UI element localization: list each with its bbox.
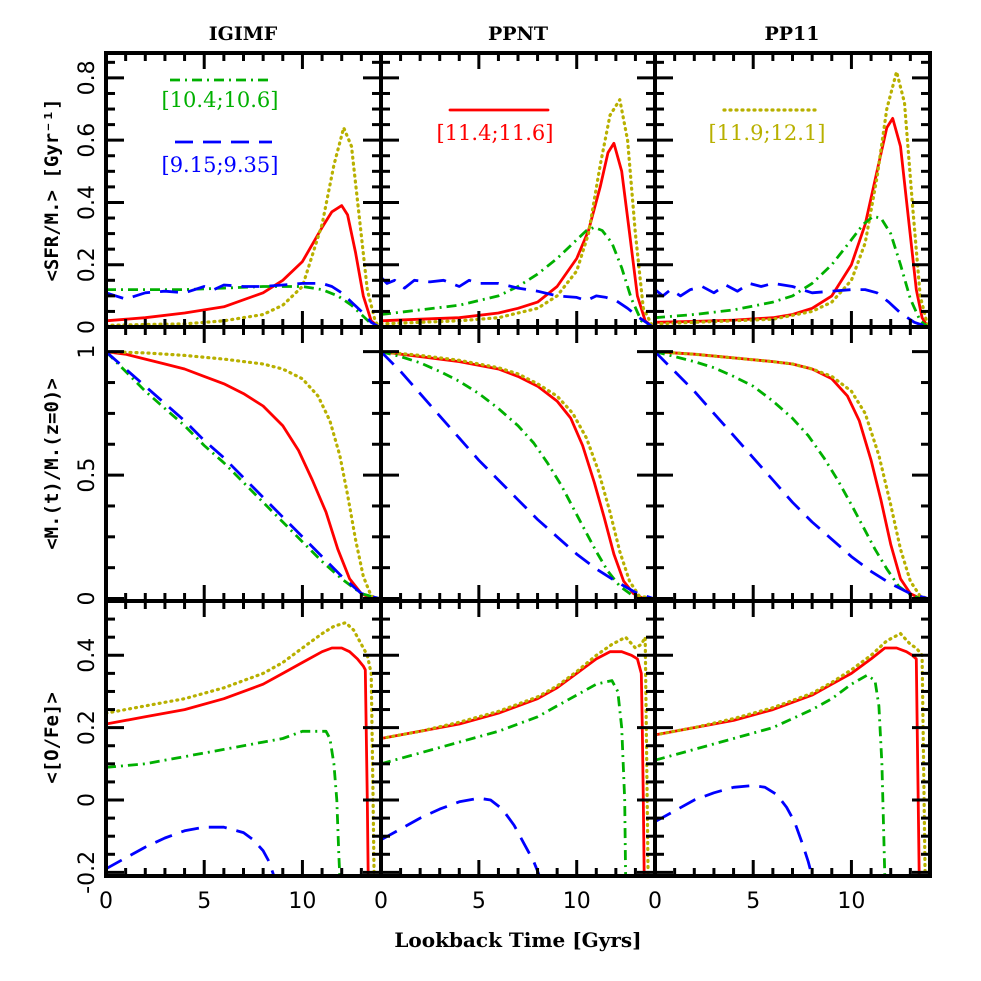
y-tick-label: 0.6 — [75, 123, 100, 158]
line-green-dashdot — [381, 350, 653, 600]
line-blue-dashed — [381, 276, 654, 327]
panel-frame — [379, 325, 657, 603]
line-green-dashdot — [655, 673, 887, 876]
y-tick-label: 0 — [75, 592, 100, 606]
series-group — [655, 70, 930, 327]
panel-frame — [653, 325, 932, 603]
x-tick-label: 5 — [746, 889, 760, 914]
y-tick-label: 0.4 — [75, 185, 100, 220]
line-green-dashdot — [106, 729, 342, 876]
x-tick-label: 5 — [197, 889, 211, 914]
line-yellow-dotted — [655, 350, 930, 601]
y-tick-label: 0.2 — [75, 247, 100, 282]
line-yellow-dotted — [381, 635, 650, 876]
line-blue-dashed — [106, 350, 380, 600]
panel-frame — [653, 599, 932, 878]
panel-frame — [379, 599, 657, 878]
line-green-dashdot — [381, 679, 627, 876]
series-group — [381, 350, 655, 601]
panel-sfr-pp11 — [653, 51, 932, 329]
y-axis-labels: <SFR/M.> [Gyr⁻¹] <M.(t)/M.(z=0)> <[O/Fe]… — [41, 98, 63, 783]
legend-entry-green: [10.4;10.6] — [162, 78, 279, 112]
panels — [104, 51, 932, 878]
y-tick-label: 0 — [75, 320, 100, 334]
ylabel-mass-fraction: <M.(t)/M.(z=0)> — [41, 378, 63, 550]
line-red-solid — [381, 141, 655, 327]
line-yellow-dotted — [655, 631, 927, 876]
series-group — [106, 350, 381, 601]
series-group — [106, 621, 376, 876]
y-tick-label: 0.4 — [75, 638, 100, 673]
x-tick-label: 10 — [288, 889, 316, 914]
y-tick-label: 0 — [75, 793, 100, 807]
line-blue-dashed — [381, 796, 541, 876]
panel-ofe-igimf — [104, 599, 383, 878]
ylabel-ofe: <[O/Fe]> — [41, 692, 63, 784]
series-group — [381, 98, 655, 327]
legend-entry-yellow: [11.9;12.1] — [709, 108, 826, 145]
panel-mass-fraction-pp11 — [653, 325, 932, 603]
legend-entry-blue: [9.15;9.35] — [162, 140, 279, 177]
series-group — [655, 631, 927, 876]
line-green-dashdot — [381, 225, 654, 327]
legend-label: [11.4;11.6] — [437, 121, 554, 145]
tick-labels: 00.20.40.60.800.51-0.200.20.40 5 10 0 5 10 0 5 1… — [75, 60, 865, 914]
line-yellow-dotted — [655, 70, 930, 327]
legends: [10.4;10.6] [9.15;9.35] [11.4;11.6] [11.9;1… — [162, 78, 826, 177]
line-blue-dashed — [106, 825, 276, 876]
line-red-solid — [655, 350, 930, 600]
column-title-pp11: PP11 — [764, 23, 819, 45]
legend-label: [11.9;12.1] — [709, 121, 826, 145]
panel-mass-fraction-ppnt — [379, 325, 657, 603]
y-tick-label: 1 — [75, 345, 100, 359]
legend-label: [9.15;9.35] — [162, 153, 279, 177]
column-titles: IGIMF PPNT PP11 — [209, 23, 820, 45]
x-tick-label: 0 — [99, 889, 113, 914]
line-red-solid — [381, 350, 655, 600]
y-tick-label: 0.5 — [75, 458, 100, 493]
panel-sfr-ppnt — [379, 51, 657, 329]
x-tick-label: 5 — [472, 889, 486, 914]
y-tick-label: 0.2 — [75, 710, 100, 745]
column-title-igimf: IGIMF — [209, 23, 278, 45]
panel-ofe-ppnt — [379, 599, 657, 878]
panel-frame — [104, 599, 383, 878]
line-yellow-dotted — [106, 350, 381, 601]
line-red-solid — [106, 350, 381, 600]
panel-ofe-pp11 — [653, 599, 932, 878]
line-blue-dashed — [655, 350, 929, 600]
line-yellow-dotted — [381, 98, 655, 327]
y-tick-label: -0.2 — [75, 851, 100, 894]
legend-label: [10.4;10.6] — [162, 88, 279, 112]
x-tick-label: 10 — [837, 889, 865, 914]
line-blue-dashed — [381, 350, 654, 600]
line-red-solid — [655, 646, 921, 876]
x-tick-label: 10 — [563, 889, 591, 914]
x-tick-label: 0 — [648, 889, 662, 914]
panel-frame — [104, 325, 383, 603]
line-green-dashdot — [655, 215, 929, 327]
y-tick-label: 0.8 — [75, 60, 100, 95]
line-yellow-dotted — [106, 621, 376, 876]
x-tick-label: 0 — [374, 889, 388, 914]
line-blue-dashed — [106, 281, 380, 327]
xlabel-lookback-time: Lookback Time [Gyrs] — [394, 928, 641, 952]
ylabel-sfr: <SFR/M.> [Gyr⁻¹] — [41, 98, 63, 281]
column-title-ppnt: PPNT — [488, 23, 548, 45]
series-group — [381, 635, 650, 876]
line-blue-dashed — [655, 784, 814, 876]
line-yellow-dotted — [381, 350, 655, 601]
line-blue-dashed — [655, 281, 929, 327]
line-red-solid — [106, 204, 381, 327]
series-group — [655, 350, 930, 601]
panel-mass-fraction-igimf — [104, 325, 383, 603]
line-red-solid — [381, 650, 646, 876]
line-red-solid — [106, 646, 370, 876]
line-green-dashdot — [655, 350, 928, 600]
legend-entry-red: [11.4;11.6] — [437, 108, 554, 145]
